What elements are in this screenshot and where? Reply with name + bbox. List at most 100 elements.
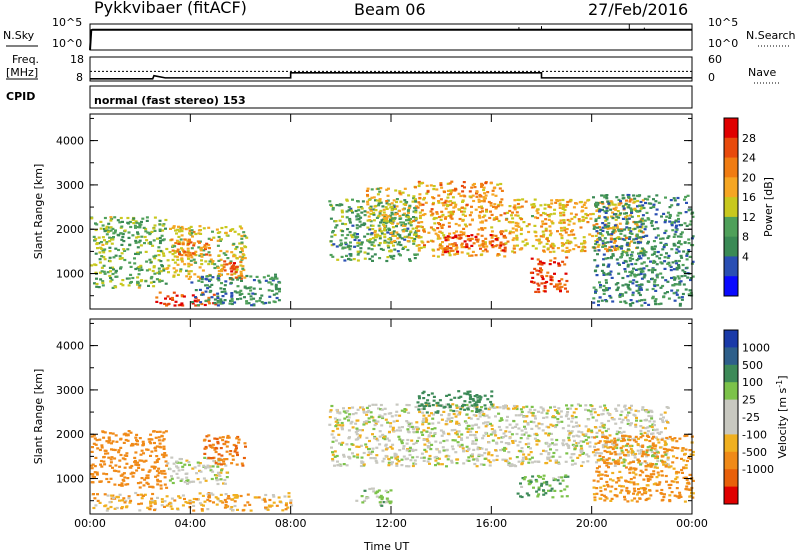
power-echo-cell [366,211,370,214]
power-echo-cell [190,281,194,284]
vel-echo-cell [217,457,221,460]
vel-echo-cell [630,438,634,441]
vel-echo-cell [477,454,481,458]
power-echo-cell [349,258,353,261]
power-echo-cell [187,270,191,273]
power-echo-cell [454,244,458,247]
vel-echo-cell [575,425,579,428]
power-echo-cell [131,276,135,280]
power-echo-cell [132,217,136,220]
vel-echo-cell [688,449,692,452]
power-echo-cell [547,203,551,207]
power-echo-cell [676,289,680,292]
power-echo-cell [663,231,667,235]
vel-echo-cell [395,462,399,465]
power-echo-cell [628,303,632,306]
vel-echo-cell [482,434,486,437]
vel-echo-cell [400,409,404,412]
power-echo-cell [275,296,279,300]
power-echo-cell [602,263,606,267]
power-echo-cell [239,289,243,292]
vel-echo-cell [448,404,452,407]
power-echo-cell [582,236,586,239]
vel-echo-cell [635,416,638,419]
power-echo-cell [411,239,415,243]
vel-echo-cell [487,441,491,444]
vel-echo-cell [435,447,439,451]
power-echo-cell [599,209,603,212]
vel-echo-cell [470,410,474,413]
vel-echo-cell [118,459,122,462]
power-echo-cell [643,197,647,200]
power-echo-cell [624,301,628,305]
power-echo-cell [100,266,104,269]
vel-echo-cell [539,475,542,479]
vel-echo-cell [91,463,95,466]
vel-echo-cell [199,470,203,473]
power-echo-cell [100,255,104,258]
power-echo-cell [669,265,673,269]
power-echo-cell [453,242,457,245]
vel-echo-cell [143,493,147,496]
vel-echo-cell [430,392,434,395]
vel-echo-cell [482,412,486,416]
vel-echo-cell [540,411,544,414]
vel-echo-cell [537,493,541,496]
power-echo-cell [118,221,122,224]
power-echo-cell [205,253,209,256]
vel-echo-cell [540,423,544,426]
vel-echo-cell [345,415,349,418]
power-echo-cell [223,284,227,287]
power-echo-cell [449,249,453,252]
power-echo-cell [188,232,191,235]
power-echo-cell [208,279,211,283]
power-echo-cell [388,250,392,253]
power-echo-cell [447,221,451,225]
power-echo-cell [200,280,204,283]
power-echo-cell [139,244,143,247]
vel-echo-cell [328,423,332,426]
power-echo-cell [677,265,681,268]
power-echo-cell [536,273,540,276]
power-echo-cell [678,283,682,286]
vel-echo-cell [366,453,370,457]
vel-echo-cell [632,439,636,442]
vel-echo-cell [648,420,652,423]
vel-echo-cell [399,429,402,432]
power-echo-cell [239,261,243,264]
power-echo-cell [229,299,232,302]
vel-echo-cell [153,441,156,445]
vel-echo-cell [209,492,213,495]
power-echo-cell [568,241,572,244]
power-echo-cell [625,251,629,254]
vel-echo-cell [455,433,459,436]
vel-echo-cell [420,431,424,434]
vel-echo-cell [644,427,648,430]
power-echo-cell [462,210,466,213]
vel-echo-cell [610,485,614,488]
power-echo-cell [654,289,658,292]
power-echo-cell [488,216,492,220]
vel-echo-cell [426,399,430,402]
power-echo-cell [175,232,178,235]
vel-echo-cell [405,403,409,407]
power-echo-cell [630,251,634,254]
vel-echo-cell [637,410,641,413]
power-echo-cell [601,229,605,232]
power-echo-cell [602,205,606,209]
vel-echo-cell [131,444,135,447]
vel-echo-cell [102,456,106,459]
power-echo-cell [274,275,278,278]
power-echo-cell [567,234,571,237]
power-echo-cell [556,247,560,250]
power-echo-cell [260,301,264,304]
power-echo-cell [474,254,478,257]
vel-echo-cell [197,464,201,467]
power-echo-cell [173,255,177,258]
vel-echo-cell [404,458,408,461]
vel-echo-cell [340,443,343,446]
power-echo-cell [595,241,599,244]
vel-echo-cell [253,496,257,499]
power-echo-cell [402,221,405,224]
power-echo-cell [186,243,190,247]
